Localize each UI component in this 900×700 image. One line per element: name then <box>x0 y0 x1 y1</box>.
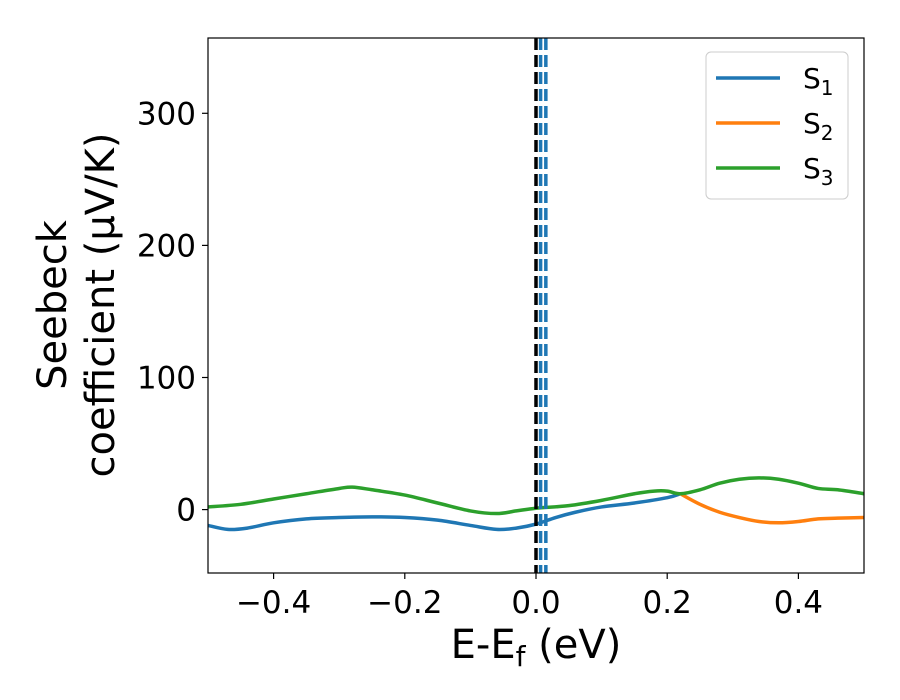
y-axis-label: Seebeck coefficient (μV/K) <box>30 133 124 478</box>
y-tick-label: 200 <box>137 228 196 264</box>
legend: S1 S2 S3 <box>705 51 849 200</box>
x-tick-label: −0.4 <box>236 585 311 621</box>
x-axis-label-rest: (eV) <box>525 622 621 668</box>
legend-box <box>705 51 849 200</box>
series-line-1 <box>208 492 681 532</box>
series-line-2 <box>679 492 864 525</box>
y-axis-label-line1: Seebeck <box>30 219 76 390</box>
x-tick-label: 0.0 <box>511 585 560 621</box>
x-axis: −0.4 −0.2 0.0 0.2 0.4 <box>236 573 823 621</box>
y-axis-label-line2: coefficient (μV/K) <box>78 133 124 478</box>
x-axis-label-sub: f <box>516 640 527 673</box>
legend-label-2: S2 <box>803 107 834 145</box>
y-tick-label: 300 <box>137 96 196 132</box>
x-axis-label: E-Ef (eV) <box>451 622 622 673</box>
x-tick-label: 0.4 <box>774 585 823 621</box>
y-tick-label: 0 <box>176 493 196 529</box>
x-axis-label-base: E-E <box>451 622 516 668</box>
y-tick-label: 100 <box>137 360 196 396</box>
x-tick-label: 0.2 <box>643 585 692 621</box>
y-axis: 0 100 200 300 <box>137 96 208 529</box>
legend-label-1: S1 <box>803 62 834 100</box>
series-line-3 <box>208 476 864 516</box>
plot-area <box>208 38 864 573</box>
legend-label-3: S3 <box>803 152 834 190</box>
x-tick-label: −0.2 <box>367 585 442 621</box>
